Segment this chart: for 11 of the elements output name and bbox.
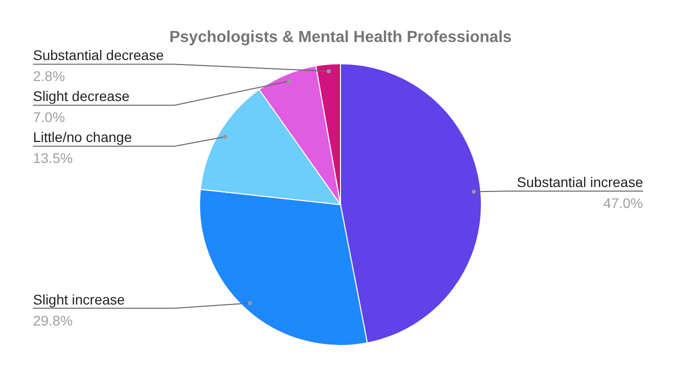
slice-label: Little/no change — [33, 129, 132, 146]
slice-label: Substantial increase — [516, 174, 644, 190]
data-label: 29.8% — [33, 312, 73, 328]
slice-label: Slight decrease — [33, 88, 130, 104]
data-label: 47.0% — [603, 195, 643, 212]
data-label: 2.8% — [33, 68, 65, 84]
data-label: 7.0% — [33, 109, 65, 126]
data-label: 13.5% — [33, 150, 73, 166]
slice-label: Substantial decrease — [33, 47, 164, 64]
slice-label: Slight increase — [33, 291, 126, 308]
chart-title: Psychologists & Mental Health Professionals — [169, 29, 512, 46]
